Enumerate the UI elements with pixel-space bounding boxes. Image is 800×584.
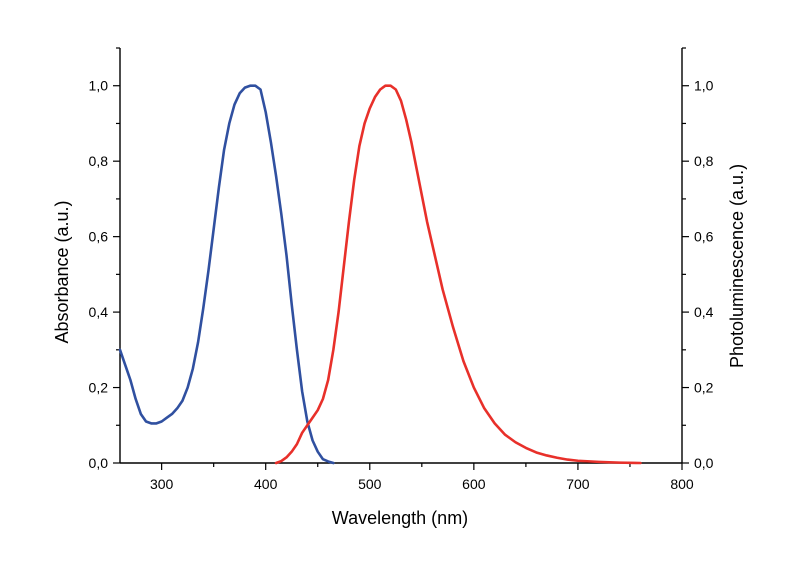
right-y-tick-label: 0,4 bbox=[694, 304, 714, 320]
x-tick-label: 600 bbox=[462, 476, 486, 492]
x-tick-label: 700 bbox=[566, 476, 590, 492]
right-y-tick-label: 0,8 bbox=[694, 153, 714, 169]
right-y-tick-label: 0,0 bbox=[694, 455, 714, 471]
x-axis-title: Wavelength (nm) bbox=[332, 508, 468, 528]
left-y-tick-label: 1,0 bbox=[89, 78, 109, 94]
left-y-tick-label: 0,8 bbox=[89, 153, 109, 169]
left-y-axis-title: Absorbance (a.u.) bbox=[52, 200, 72, 343]
x-tick-label: 300 bbox=[150, 476, 174, 492]
left-y-tick-label: 0,4 bbox=[89, 304, 109, 320]
right-y-tick-label: 0,6 bbox=[694, 229, 714, 245]
right-y-tick-label: 1,0 bbox=[694, 78, 714, 94]
absorbance-series-line bbox=[118, 84, 335, 465]
photoluminescence-series-line bbox=[274, 84, 642, 465]
right-y-axis-title: Photoluminescence (a.u.) bbox=[727, 164, 747, 368]
series-layer bbox=[118, 84, 642, 465]
left-y-tick-label: 0,6 bbox=[89, 229, 109, 245]
left-y-tick-label: 0,2 bbox=[89, 380, 109, 396]
x-tick-label: 400 bbox=[254, 476, 278, 492]
x-tick-label: 800 bbox=[670, 476, 694, 492]
right-y-tick-label: 0,2 bbox=[694, 380, 714, 396]
left-y-tick-label: 0,0 bbox=[89, 455, 109, 471]
x-tick-label: 500 bbox=[358, 476, 382, 492]
